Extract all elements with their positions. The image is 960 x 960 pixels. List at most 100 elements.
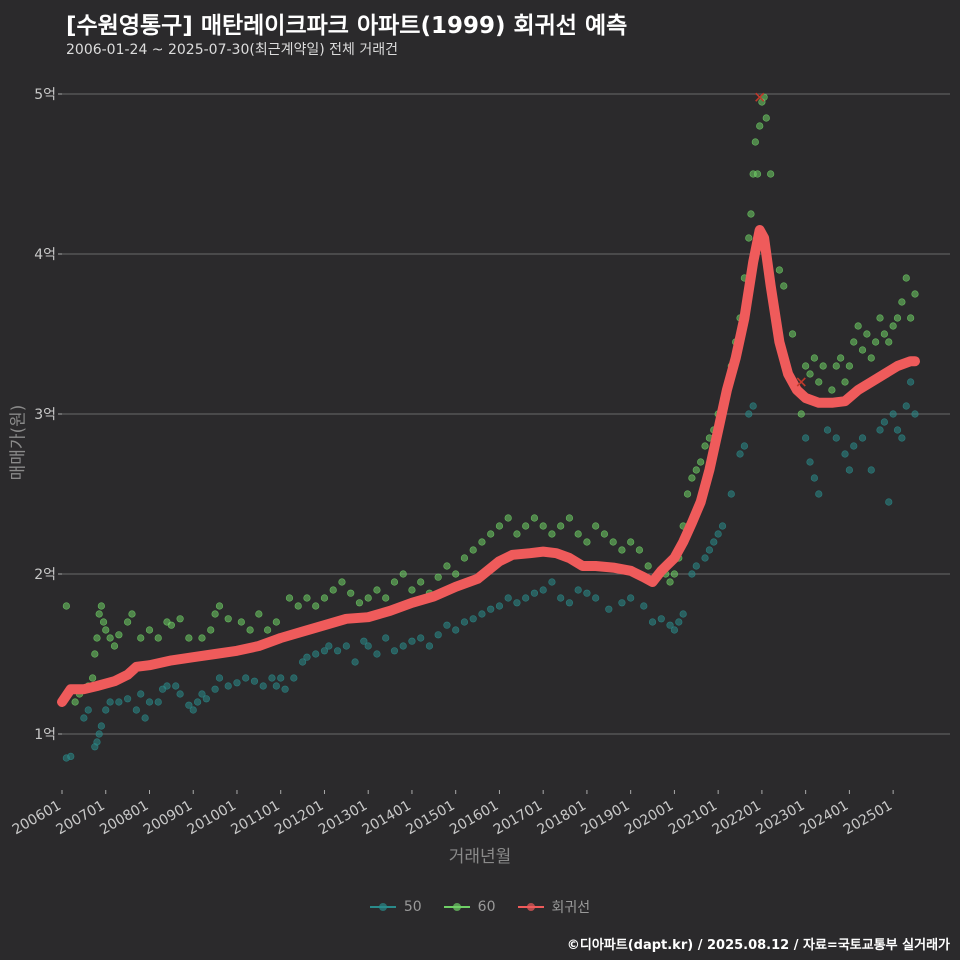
point-60: [697, 458, 705, 466]
point-50: [443, 621, 451, 629]
point-50: [889, 410, 897, 418]
point-50: [115, 698, 123, 706]
legend-key-50: [369, 902, 396, 912]
point-50: [478, 610, 486, 618]
x-tick-label: 202001: [622, 798, 676, 839]
point-60: [863, 330, 871, 338]
point-60: [62, 602, 70, 610]
point-50: [452, 626, 460, 634]
point-60: [504, 514, 512, 522]
point-60: [845, 362, 853, 370]
highlight-marks: [755, 92, 806, 387]
point-50: [211, 685, 219, 693]
chart-subtitle: 2006-01-24 ~ 2025-07-30(최근계약일) 전체 거래건: [66, 42, 398, 58]
point-60: [95, 610, 103, 618]
point-50: [373, 650, 381, 658]
point-50: [93, 738, 101, 746]
point-50: [666, 621, 674, 629]
point-60: [522, 522, 530, 530]
point-60: [185, 634, 193, 642]
point-60: [756, 122, 764, 130]
x-tick-label: 201701: [491, 798, 545, 839]
point-50: [417, 634, 425, 642]
point-60: [364, 594, 372, 602]
point-60: [574, 530, 582, 538]
point-50: [67, 752, 75, 761]
point-60: [745, 234, 753, 242]
y-tick-label: 4억: [34, 247, 56, 263]
point-50: [298, 658, 307, 666]
point-50: [303, 653, 311, 661]
point-50: [106, 698, 114, 706]
point-50: [902, 402, 910, 410]
point-60: [893, 314, 902, 322]
x-tick-label: 200701: [53, 798, 107, 839]
point-50: [815, 490, 823, 498]
point-50: [399, 642, 407, 650]
point-60: [815, 378, 823, 386]
point-50: [154, 698, 162, 706]
point-60: [806, 370, 814, 378]
x-tick-label: 201901: [578, 798, 632, 839]
point-60: [224, 615, 232, 623]
point-50: [548, 578, 556, 586]
point-50: [281, 685, 289, 693]
point-50: [745, 410, 753, 418]
point-50: [145, 698, 154, 706]
point-50: [408, 637, 416, 645]
x-tick-label: 202101: [666, 798, 720, 839]
point-50: [522, 594, 530, 602]
point-50: [185, 701, 193, 709]
point-60: [858, 346, 867, 354]
point-60: [312, 602, 320, 610]
point-50: [469, 615, 477, 623]
point-50: [80, 714, 88, 722]
point-60: [889, 322, 897, 330]
point-50: [675, 618, 683, 626]
point-60: [294, 602, 302, 610]
point-60: [854, 322, 862, 330]
point-60: [627, 538, 635, 546]
point-50: [850, 442, 858, 450]
point-60: [124, 618, 132, 626]
point-60: [167, 621, 175, 629]
legend-label-50: 50: [403, 899, 422, 915]
x-tick-label: 200801: [97, 798, 151, 839]
point-60: [145, 626, 154, 634]
point-60: [530, 514, 539, 522]
point-60: [355, 599, 364, 607]
point-60: [832, 362, 840, 370]
point-50: [360, 637, 368, 645]
point-60: [867, 354, 875, 362]
point-50: [911, 410, 919, 418]
point-50: [592, 594, 600, 602]
point-60: [911, 290, 919, 298]
regression-line-path: [57, 225, 920, 707]
point-50: [841, 450, 849, 458]
point-60: [539, 522, 547, 530]
point-60: [434, 573, 442, 581]
x-tick-label: 202401: [797, 798, 851, 839]
point-50: [504, 594, 512, 602]
point-60: [583, 538, 591, 546]
point-60: [272, 618, 280, 626]
x-axis-ticks: 2006012007012008012009012010012011012012…: [10, 790, 895, 838]
point-60: [797, 410, 805, 418]
x-tick-label: 201401: [360, 798, 414, 839]
point-60: [692, 466, 700, 474]
point-50: [867, 466, 875, 474]
point-60: [198, 634, 206, 642]
point-50: [701, 554, 709, 562]
point-60: [747, 210, 755, 218]
point-50: [513, 599, 521, 607]
point-60: [97, 602, 105, 610]
point-60: [373, 586, 381, 594]
highlight-x-mark: [796, 377, 806, 387]
point-60: [762, 114, 770, 122]
y-tick-label: 1억: [34, 727, 56, 743]
x-tick-label: 201301: [316, 798, 370, 839]
point-50: [893, 426, 902, 434]
point-60: [417, 578, 425, 586]
point-50: [233, 679, 241, 687]
point-60: [898, 298, 906, 306]
